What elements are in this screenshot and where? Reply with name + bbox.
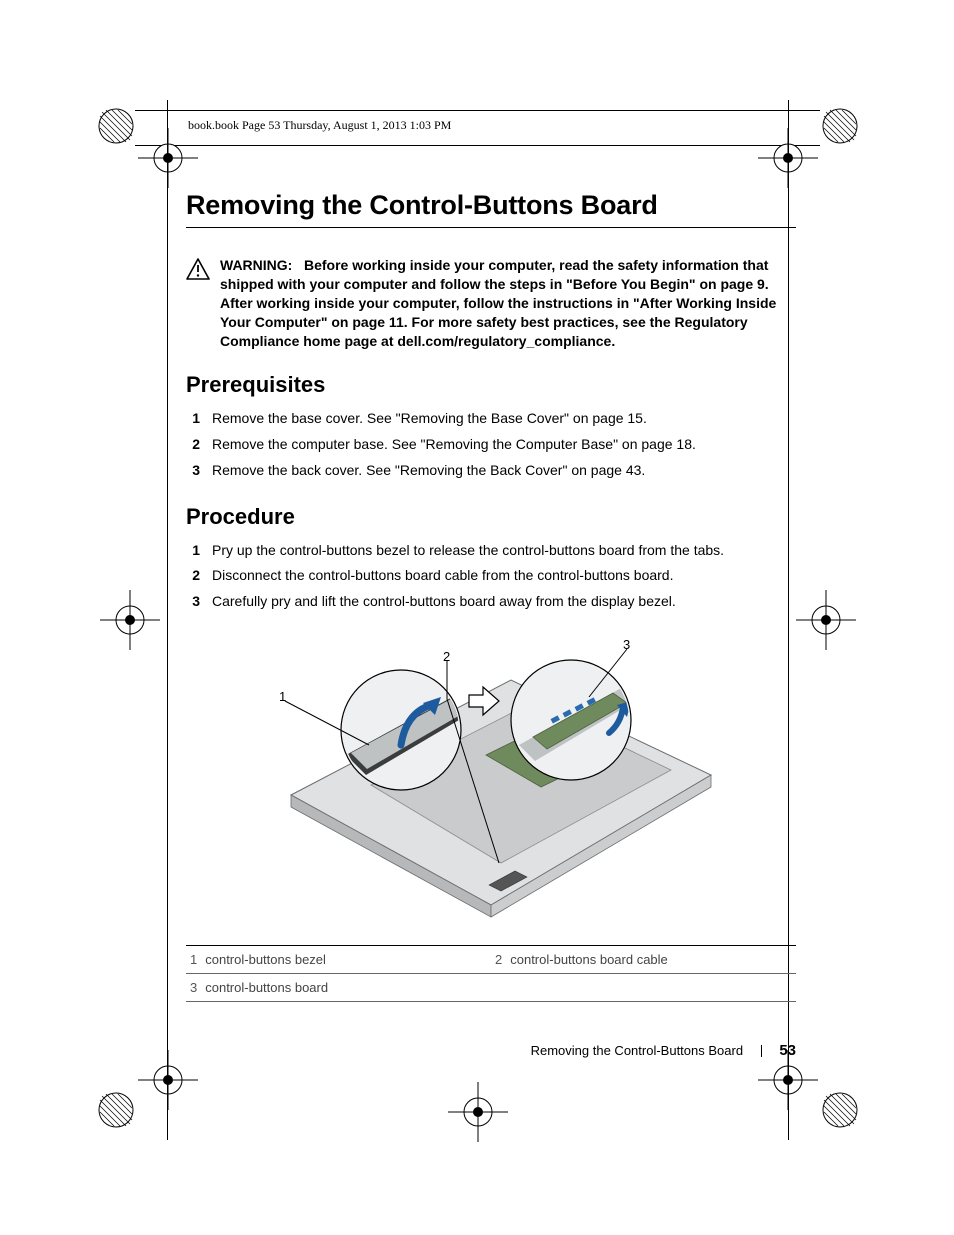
warning-body: Before working inside your computer, rea… <box>220 257 776 349</box>
legend-label: control-buttons bezel <box>201 945 491 973</box>
page-number: 53 <box>779 1042 796 1059</box>
step-text: Remove the computer base. See "Removing … <box>212 434 796 456</box>
callout-2: 2 <box>443 649 450 664</box>
regmark-cross-icon <box>100 590 160 650</box>
legend-num: 2 <box>491 945 506 973</box>
regmark-cross-icon <box>138 1050 198 1110</box>
legend-table: 1 control-buttons bezel 2 control-button… <box>186 945 796 1002</box>
callout-3: 3 <box>623 637 630 652</box>
page-title: Removing the Control-Buttons Board <box>186 190 796 228</box>
legend-label: control-buttons board cable <box>506 945 796 973</box>
step-text: Carefully pry and lift the control-butto… <box>212 591 796 613</box>
procedure-diagram: 1 2 3 <box>251 635 731 925</box>
list-item: 3Carefully pry and lift the control-butt… <box>186 591 796 613</box>
list-item: 3Remove the back cover. See "Removing th… <box>186 460 796 482</box>
regmark-cross-icon <box>448 1082 508 1142</box>
footer-title: Removing the Control-Buttons Board <box>531 1043 743 1058</box>
prerequisites-list: 1Remove the base cover. See "Removing th… <box>186 408 796 481</box>
header-rule <box>135 110 820 111</box>
regmark-hatched-icon <box>822 1092 858 1128</box>
prerequisites-heading: Prerequisites <box>186 372 796 398</box>
list-item: 1Pry up the control-buttons bezel to rel… <box>186 540 796 562</box>
legend-num: 1 <box>186 945 201 973</box>
warning-block: WARNING: Before working inside your comp… <box>186 256 796 350</box>
step-text: Remove the base cover. See "Removing the… <box>212 408 796 430</box>
table-row: 1 control-buttons bezel 2 control-button… <box>186 945 796 973</box>
table-row: 3 control-buttons board <box>186 973 796 1001</box>
list-item: 2Disconnect the control-buttons board ca… <box>186 565 796 587</box>
book-header: book.book Page 53 Thursday, August 1, 20… <box>188 118 451 133</box>
crop-rule-top <box>135 145 820 146</box>
procedure-list: 1Pry up the control-buttons bezel to rel… <box>186 540 796 613</box>
footer-separator <box>761 1045 762 1057</box>
legend-label: control-buttons board <box>201 973 491 1001</box>
step-text: Disconnect the control-buttons board cab… <box>212 565 796 587</box>
regmark-hatched-icon <box>98 1092 134 1128</box>
page-content: Removing the Control-Buttons Board WARNI… <box>186 190 796 1002</box>
regmark-cross-icon <box>796 590 856 650</box>
regmark-hatched-icon <box>98 108 134 144</box>
callout-1: 1 <box>279 689 286 704</box>
crop-rule-left <box>167 100 168 1140</box>
regmark-hatched-icon <box>822 108 858 144</box>
step-text: Pry up the control-buttons bezel to rele… <box>212 540 796 562</box>
list-item: 1Remove the base cover. See "Removing th… <box>186 408 796 430</box>
list-item: 2Remove the computer base. See "Removing… <box>186 434 796 456</box>
step-text: Remove the back cover. See "Removing the… <box>212 460 796 482</box>
page-footer: Removing the Control-Buttons Board 53 <box>186 1042 796 1059</box>
legend-num: 3 <box>186 973 201 1001</box>
procedure-heading: Procedure <box>186 504 796 530</box>
warning-icon <box>186 258 210 285</box>
warning-label: WARNING: <box>220 257 292 273</box>
regmark-cross-icon <box>138 128 198 188</box>
warning-text: WARNING: Before working inside your comp… <box>220 256 796 350</box>
